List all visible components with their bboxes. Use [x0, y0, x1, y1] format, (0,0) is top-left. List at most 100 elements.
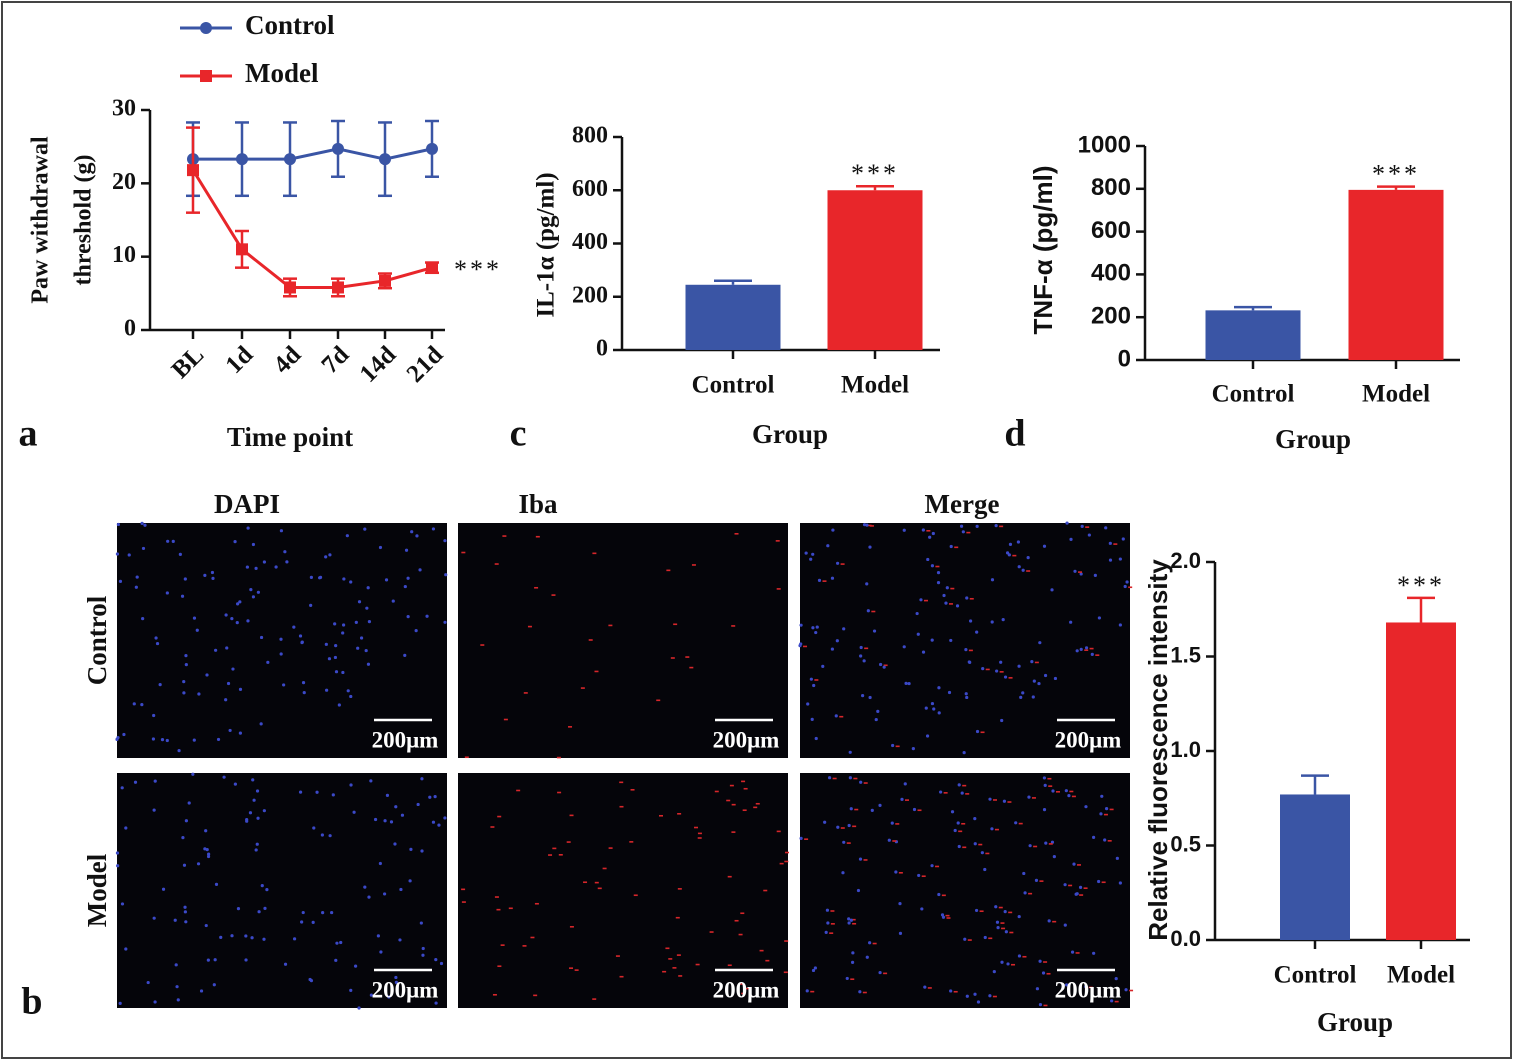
nucleus: [988, 994, 992, 998]
nucleus: [318, 575, 323, 579]
nucleus: [1079, 572, 1083, 576]
nucleus: [184, 920, 188, 924]
nucleus: [333, 622, 337, 626]
annotation: ***: [851, 159, 899, 188]
nucleus: [214, 882, 219, 886]
nucleus: [1073, 569, 1077, 573]
microglia: [492, 993, 497, 996]
nucleus: [255, 789, 260, 793]
nucleus: [353, 964, 358, 968]
nucleus: [868, 695, 872, 700]
y-axis-label: threshold (g): [71, 155, 97, 286]
nucleus: [341, 631, 345, 635]
microglia: [1008, 677, 1013, 679]
microglia: [810, 990, 815, 993]
microglia: [734, 919, 739, 922]
nucleus: [349, 694, 353, 699]
microglia: [1048, 843, 1053, 845]
nucleus: [925, 734, 930, 738]
nucleus: [975, 630, 979, 634]
nucleus: [937, 892, 941, 897]
nucleus: [887, 838, 891, 842]
nucleus: [1051, 789, 1055, 793]
nucleus: [806, 702, 810, 706]
microglia: [872, 942, 877, 945]
legend-label: Model: [245, 58, 319, 88]
nucleus: [152, 808, 156, 812]
nucleus: [165, 738, 169, 743]
series-line: [191, 169, 433, 289]
nucleus: [341, 623, 346, 627]
microglia: [738, 933, 743, 936]
nucleus: [330, 910, 334, 915]
microglia: [1009, 931, 1014, 934]
nucleus: [259, 635, 264, 640]
nucleus: [836, 561, 840, 565]
y-tick-label: 0.0: [1170, 926, 1201, 951]
nucleus: [900, 797, 904, 801]
nucleus: [238, 687, 243, 691]
nucleus: [921, 528, 925, 532]
nucleus: [352, 810, 356, 814]
nucleus: [192, 738, 196, 742]
nucleus: [238, 600, 242, 604]
nucleus: [309, 575, 313, 579]
nucleus: [798, 644, 802, 648]
nucleus: [279, 637, 283, 641]
microglia: [742, 809, 747, 812]
nucleus: [161, 887, 166, 891]
nucleus: [251, 778, 255, 782]
nucleus: [394, 975, 398, 980]
microglia: [726, 799, 731, 802]
nucleus: [153, 779, 157, 783]
nucleus: [135, 575, 139, 579]
microglia: [961, 822, 966, 825]
nucleus: [171, 539, 175, 543]
y-tick-label: 400: [572, 229, 608, 255]
microglia: [714, 790, 719, 793]
microglia: [871, 610, 876, 613]
y-tick-label: 20: [112, 169, 136, 195]
nucleus: [255, 842, 259, 846]
error-bar: [856, 185, 894, 191]
nucleus: [331, 793, 335, 797]
point: [236, 243, 248, 256]
y-tick-label: 0: [596, 336, 608, 362]
nucleus: [195, 628, 199, 632]
nucleus: [398, 938, 402, 942]
nucleus: [116, 522, 120, 527]
nucleus: [930, 864, 934, 868]
nucleus: [425, 614, 429, 618]
nucleus: [824, 930, 828, 934]
x-axis-label: Group: [1275, 424, 1351, 454]
nucleus: [256, 590, 260, 594]
nucleus: [192, 616, 197, 620]
nucleus: [983, 935, 987, 940]
microglia: [494, 563, 499, 565]
nucleus: [999, 660, 1003, 664]
microglia: [569, 814, 574, 817]
nucleus: [367, 895, 371, 899]
nucleus: [328, 553, 332, 557]
nucleus: [384, 578, 389, 582]
nucleus: [1092, 835, 1096, 839]
nucleus: [876, 709, 880, 714]
microglia: [619, 975, 624, 978]
nucleus: [191, 772, 195, 776]
x-axis-label: Group: [1317, 1007, 1393, 1037]
microglia: [496, 908, 501, 911]
microglia: [895, 745, 900, 748]
nucleus: [841, 871, 845, 875]
microglia: [619, 781, 624, 784]
microglia: [673, 623, 678, 626]
microglia: [1033, 845, 1038, 848]
nucleus: [950, 810, 955, 814]
microglia: [497, 965, 502, 968]
nucleus: [898, 902, 902, 906]
nucleus: [349, 783, 353, 787]
nucleus: [324, 555, 328, 559]
microglia: [832, 777, 837, 780]
nucleus: [1115, 856, 1119, 860]
microglia: [1007, 801, 1012, 803]
microglia: [883, 972, 888, 975]
